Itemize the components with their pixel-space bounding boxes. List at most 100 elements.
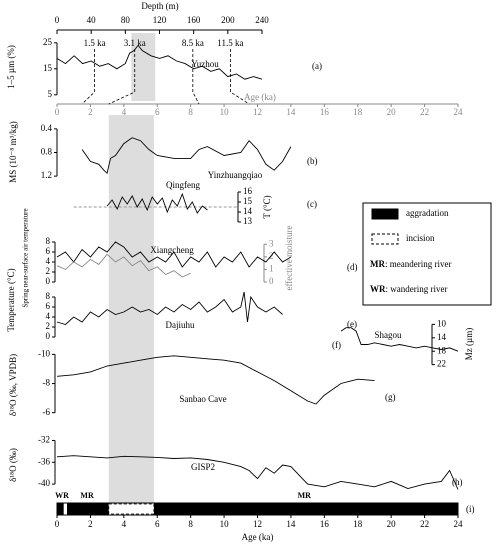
river-label: MR [80, 491, 94, 500]
y-tick-label: 8 [46, 236, 51, 246]
data-line [340, 327, 459, 352]
y-axis-label: Spring near-surface air temperature [22, 208, 30, 307]
panel-label: (c) [307, 199, 317, 209]
marker-label: 8.5 ka [182, 38, 204, 48]
x2-tick-label: 4 [122, 107, 127, 117]
data-line [56, 253, 191, 278]
data-line [56, 355, 375, 405]
panel-label: (g) [385, 392, 396, 402]
site-name: Yuzhou [191, 59, 219, 69]
y-tick-label: 0.8 [41, 147, 53, 157]
x-tick-label: 120 [153, 15, 167, 25]
x2-tick-label: 2 [88, 107, 93, 117]
y-tick-label: -40 [38, 478, 50, 488]
data-line [56, 44, 263, 80]
x-tick-label: 2 [88, 519, 93, 529]
x2-tick-label: 22 [420, 107, 429, 117]
marker-connector [81, 49, 95, 105]
aggradation-segment [153, 503, 459, 515]
y-tick-label: 14 [437, 332, 447, 342]
x-tick-label: 22 [420, 519, 429, 529]
panel-label: (b) [307, 156, 318, 166]
marker-label: 11.5 ka [217, 38, 243, 48]
y-tick-label: -8 [43, 378, 51, 388]
y-tick-label: 18 [437, 345, 447, 355]
y-tick-label: 22 [437, 359, 446, 369]
abbreviation-text: : meandering river [385, 259, 451, 269]
highlight-band [108, 115, 154, 503]
y-axis-label: δ¹⁸O (‰, VPDB) [8, 354, 18, 416]
legend-swatch [371, 208, 399, 220]
data-line [81, 137, 292, 175]
x-tick-label: 14 [286, 519, 296, 529]
y-axis-label: Temperature (°C) [6, 268, 16, 331]
x-tick-label: 16 [320, 519, 330, 529]
aggradation-segment [57, 503, 64, 515]
x-tick-label: 12 [253, 519, 262, 529]
data-line [56, 291, 283, 326]
panel-label: (h) [452, 477, 463, 487]
x2-tick-label: 24 [454, 107, 464, 117]
site-name: Xiangcheng [150, 245, 194, 255]
y-tick-label: 6 [46, 301, 51, 311]
y-tick-label: 4 [46, 311, 51, 321]
marker-connector [192, 49, 200, 105]
x-tick-label: 10 [220, 519, 230, 529]
highlight-band [131, 33, 156, 101]
y-tick-label: 14 [243, 206, 253, 216]
x-axis-label: Depth (m) [141, 1, 178, 11]
marker-connector [108, 49, 136, 105]
legend-swatch [371, 233, 399, 245]
x2-axis-label: Age (ka) [244, 92, 276, 102]
y-axis-label: Mz (µm) [464, 328, 474, 360]
y-tick-label: -36 [38, 456, 50, 466]
abbreviation-code: WR [370, 284, 386, 294]
abbreviation-text: : wandering river [386, 284, 448, 294]
site-name: Shagou [375, 330, 403, 340]
x-tick-label: 4 [122, 519, 127, 529]
y-tick-label: 6 [46, 246, 51, 256]
x-axis-label: Age (ka) [242, 532, 274, 542]
x2-tick-label: 18 [353, 107, 363, 117]
y-tick-label: 0 [46, 331, 51, 341]
y-tick-label: -6 [43, 407, 51, 417]
y-tick-label: 5 [48, 89, 53, 99]
x-tick-label: 240 [255, 15, 269, 25]
y-tick-label: 8 [46, 291, 51, 301]
x2-tick-label: 0 [55, 107, 60, 117]
y-tick-label: 2 [46, 266, 51, 276]
y-tick-label: -10 [38, 348, 50, 358]
x-tick-label: 8 [188, 519, 193, 529]
panel-label: (e) [347, 319, 357, 329]
abbreviation: WR: wandering river [370, 284, 447, 294]
site-name: Yinzhuangqiao [208, 170, 263, 180]
y-tick-label: 10 [437, 318, 447, 328]
incision-segment [108, 503, 155, 515]
site-name: Dajiuhu [166, 320, 195, 330]
x-tick-label: 40 [87, 15, 97, 25]
x2-tick-label: 16 [320, 107, 330, 117]
x-tick-label: 160 [187, 15, 201, 25]
y-tick-label: 4 [46, 256, 51, 266]
y-tick-label: 0 [46, 276, 51, 286]
marker-connector [229, 49, 250, 105]
legend-label: aggradation [406, 208, 449, 218]
x2-tick-label: 14 [286, 107, 296, 117]
panel-label: (d) [347, 262, 358, 272]
abbreviation: MR: meandering river [370, 259, 451, 269]
panel-label: (a) [312, 61, 322, 71]
site-name: GISP2 [191, 462, 215, 472]
river-label: WR [55, 491, 69, 500]
river-label: MR [298, 491, 312, 500]
y-tick-label: 2 [46, 321, 51, 331]
x2-tick-label: 10 [220, 107, 230, 117]
x-tick-label: 80 [121, 15, 131, 25]
x2-tick-label: 6 [155, 107, 160, 117]
x-tick-label: 18 [353, 519, 363, 529]
y-axis-label: δ¹⁸O (‰) [8, 448, 18, 482]
x2-tick-label: 20 [387, 107, 397, 117]
legend-label: incision [406, 233, 435, 243]
y-tick-label: 3 [269, 238, 274, 248]
x2-tick-label: 8 [188, 107, 193, 117]
site-name: Qingfeng [166, 180, 200, 190]
